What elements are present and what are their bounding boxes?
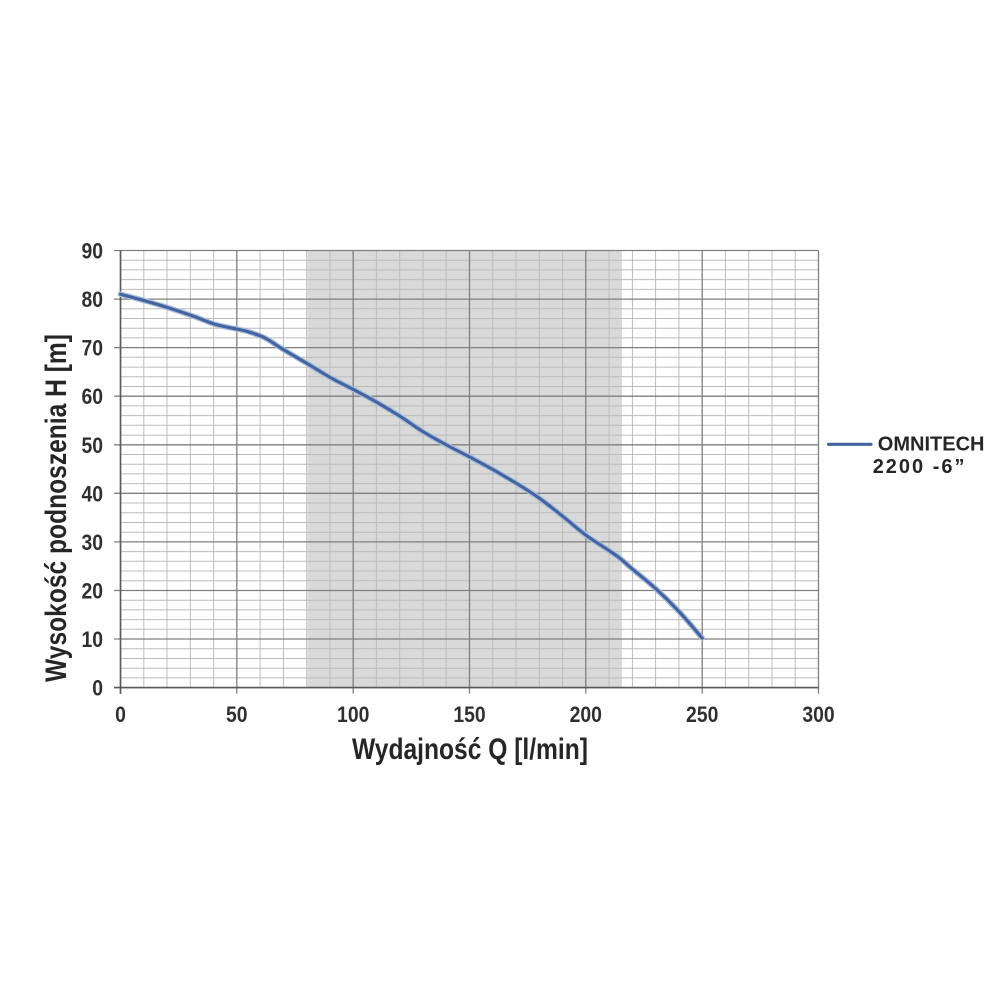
- svg-text:OMNITECH: OMNITECH: [878, 434, 985, 456]
- svg-text:10: 10: [81, 628, 103, 652]
- svg-text:80: 80: [81, 288, 103, 312]
- svg-text:Wysokość podnoszenia H [m]: Wysokość podnoszenia H [m]: [39, 334, 73, 682]
- svg-text:90: 90: [81, 239, 103, 263]
- svg-text:70: 70: [81, 336, 103, 360]
- svg-text:300: 300: [802, 703, 834, 727]
- svg-text:200: 200: [570, 703, 602, 727]
- svg-text:Wydajność Q [l/min]: Wydajność Q [l/min]: [352, 732, 588, 766]
- svg-text:40: 40: [81, 482, 103, 506]
- svg-text:0: 0: [115, 703, 126, 727]
- svg-text:100: 100: [337, 703, 369, 727]
- svg-text:60: 60: [81, 385, 103, 409]
- svg-text:50: 50: [226, 703, 248, 727]
- svg-text:0: 0: [92, 676, 103, 700]
- svg-text:50: 50: [81, 434, 103, 458]
- svg-text:20: 20: [81, 579, 103, 603]
- svg-text:150: 150: [453, 703, 485, 727]
- svg-text:250: 250: [686, 703, 718, 727]
- svg-text:30: 30: [81, 531, 103, 555]
- svg-text:2200 -6”: 2200 -6”: [873, 456, 967, 478]
